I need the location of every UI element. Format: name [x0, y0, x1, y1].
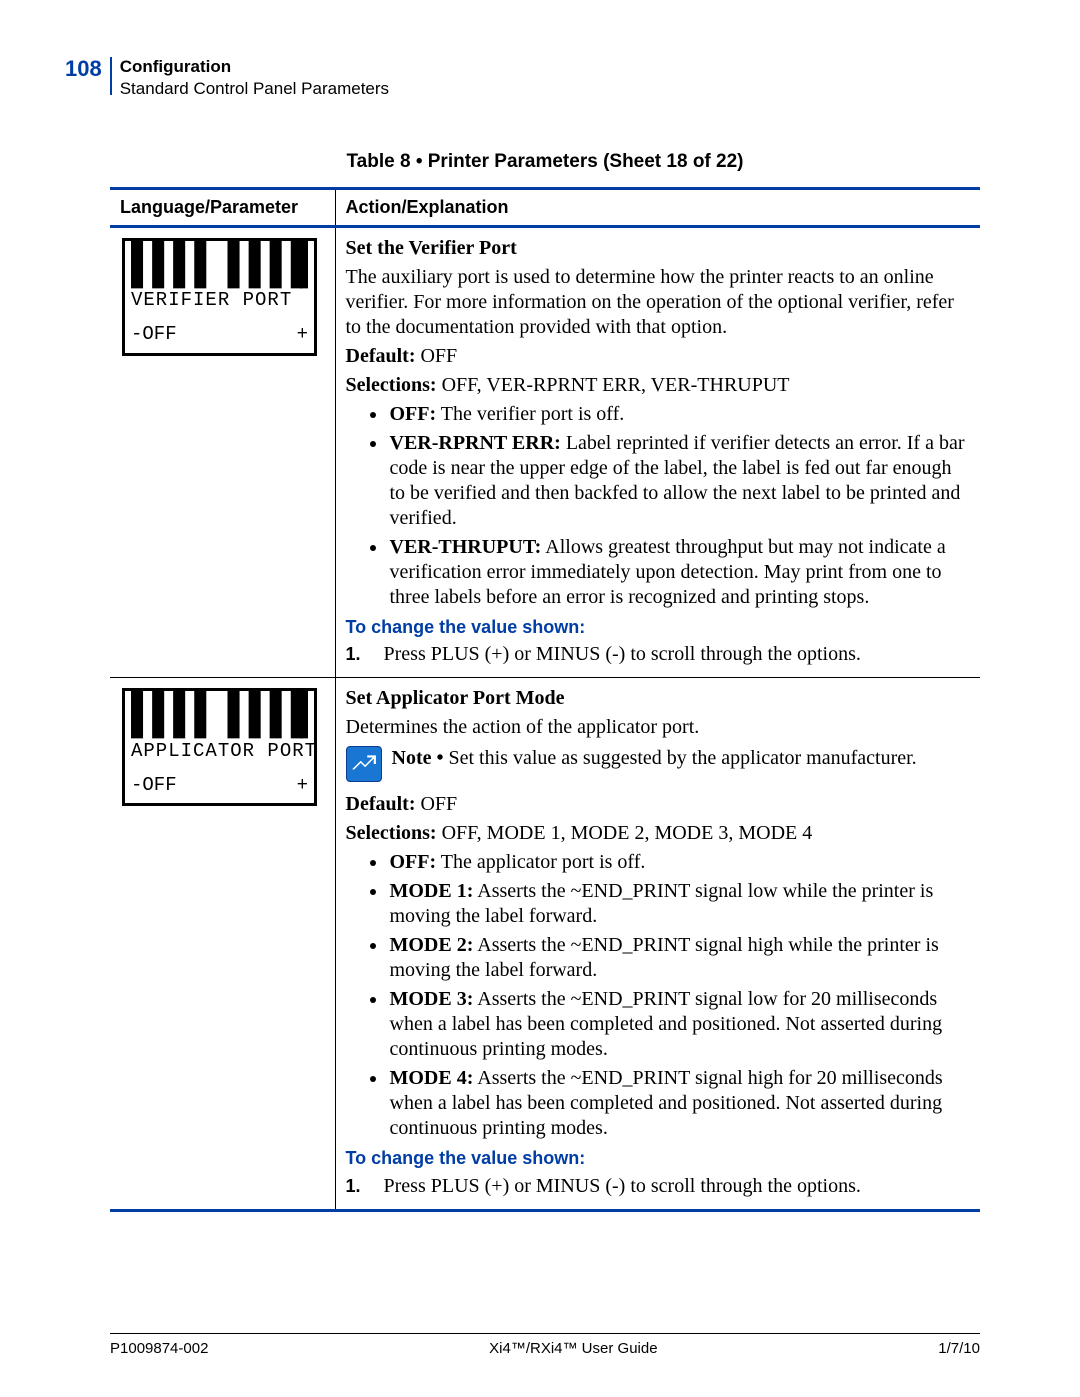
page-number: 108 — [65, 55, 102, 83]
default-value: OFF — [420, 345, 457, 367]
lcd-value: -OFF — [131, 774, 177, 798]
list-item: MODE 4: Asserts the ~END_PRINT signal hi… — [388, 1066, 971, 1141]
selections-label: Selections: — [346, 822, 437, 844]
zebra-logo: ▌▌▌▌▐▐▐▐▌ — [131, 690, 308, 739]
lcd-line1: APPLICATOR PORT — [131, 740, 308, 764]
bullet-list: OFF: The applicator port is off. MODE 1:… — [346, 850, 971, 1141]
note-icon — [346, 746, 382, 782]
table-row: ▌▌▌▌▐▐▐▐▌ VERIFIER PORT -OFF + Set the V… — [110, 226, 980, 678]
list-item: MODE 3: Asserts the ~END_PRINT signal lo… — [388, 987, 971, 1062]
page-footer: P1009874-002 Xi4™/RXi4™ User Guide 1/7/1… — [110, 1333, 980, 1359]
change-heading: To change the value shown: — [346, 1147, 971, 1170]
lcd-plus: + — [297, 323, 308, 347]
page-header: 108 Configuration Standard Control Panel… — [65, 55, 980, 100]
param-intro: The auxiliary port is used to determine … — [346, 265, 971, 340]
note-row: Note • Set this value as suggested by th… — [346, 746, 971, 782]
lcd-plus: + — [297, 774, 308, 798]
table-caption: Table 8 • Printer Parameters (Sheet 18 o… — [110, 150, 980, 174]
footer-guide-title: Xi4™/RXi4™ User Guide — [489, 1340, 657, 1359]
list-item: MODE 1: Asserts the ~END_PRINT signal lo… — [388, 879, 971, 929]
default-value: OFF — [420, 793, 457, 815]
selections-value: OFF, VER-RPRNT ERR, VER-THRUPUT — [442, 374, 790, 396]
default-label: Default: — [346, 793, 416, 815]
note-text: Set this value as suggested by the appli… — [448, 747, 916, 769]
param-title: Set Applicator Port Mode — [346, 687, 565, 709]
header-divider — [110, 57, 112, 95]
list-item: OFF: The verifier port is off. — [388, 402, 971, 427]
selections-label: Selections: — [346, 374, 437, 396]
table-row: ▌▌▌▌▐▐▐▐▌ APPLICATOR PORT -OFF + Set App… — [110, 678, 980, 1211]
subsection-title: Standard Control Panel Parameters — [120, 78, 389, 99]
lcd-line1: VERIFIER PORT — [131, 289, 308, 313]
default-label: Default: — [346, 345, 416, 367]
step-item: Press PLUS (+) or MINUS (-) to scroll th… — [346, 1174, 971, 1199]
lcd-panel-verifier: ▌▌▌▌▐▐▐▐▌ VERIFIER PORT -OFF + — [122, 238, 317, 356]
bullet-list: OFF: The verifier port is off. VER-RPRNT… — [346, 402, 971, 610]
selections-value: OFF, MODE 1, MODE 2, MODE 3, MODE 4 — [442, 822, 813, 844]
list-item: OFF: The applicator port is off. — [388, 850, 971, 875]
lcd-value: -OFF — [131, 323, 177, 347]
column-header-parameter: Language/Parameter — [110, 189, 335, 227]
zebra-logo: ▌▌▌▌▐▐▐▐▌ — [131, 240, 308, 289]
note-label: Note • — [392, 747, 444, 769]
column-header-action: Action/Explanation — [335, 189, 980, 227]
param-title: Set the Verifier Port — [346, 237, 517, 259]
lcd-panel-applicator: ▌▌▌▌▐▐▐▐▌ APPLICATOR PORT -OFF + — [122, 688, 317, 806]
list-item: MODE 2: Asserts the ~END_PRINT signal hi… — [388, 933, 971, 983]
section-title: Configuration — [120, 56, 389, 77]
footer-doc-id: P1009874-002 — [110, 1340, 208, 1359]
list-item: VER-RPRNT ERR: Label reprinted if verifi… — [388, 431, 971, 531]
footer-date: 1/7/10 — [938, 1340, 980, 1359]
list-item: VER-THRUPUT: Allows greatest throughput … — [388, 535, 971, 610]
parameters-table: Language/Parameter Action/Explanation ▌▌… — [110, 187, 980, 1212]
step-item: Press PLUS (+) or MINUS (-) to scroll th… — [346, 642, 971, 667]
change-heading: To change the value shown: — [346, 616, 971, 639]
param-intro: Determines the action of the applicator … — [346, 715, 971, 740]
